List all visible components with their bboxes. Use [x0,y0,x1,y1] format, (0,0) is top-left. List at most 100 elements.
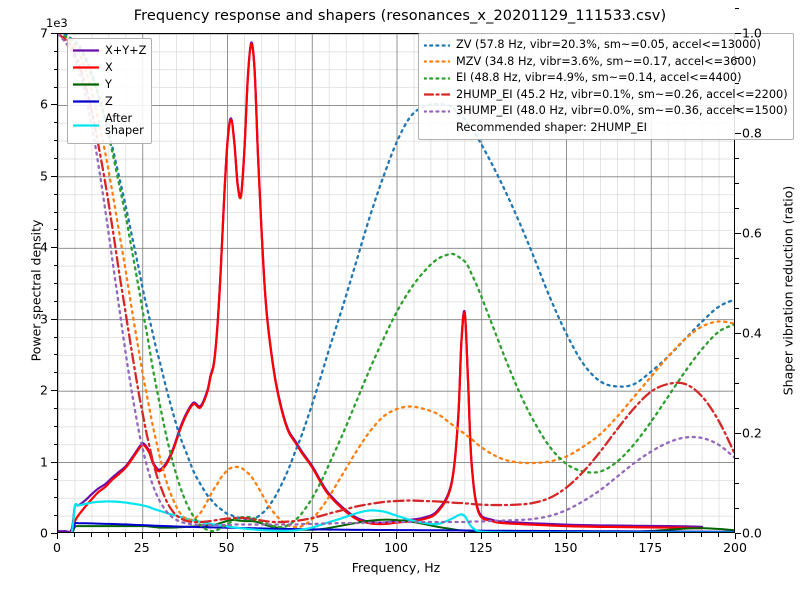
curve-zv [58,34,734,521]
x-tick-125: 125 [468,540,493,555]
y-tickmark-right [735,33,741,34]
legend-item-x[interactable]: X [73,59,146,76]
x-minor-tick [412,533,414,537]
y-minor-tick-left [53,515,57,517]
x-minor-tick [175,533,177,537]
legend-item-zv[interactable]: ZV (57.8 Hz, vibr=20.3%, sm~=0.05, accel… [424,37,788,54]
legend-item-y[interactable]: Y [73,76,146,93]
y-minor-tick-left [53,354,57,356]
legend-item-after-shaper[interactable]: After shaper [73,110,146,140]
x-tickmark [141,533,143,539]
x-tick-50: 50 [218,540,235,555]
x-tickmark [396,533,397,539]
y-tick-left-2: 2 [40,382,48,398]
y-minor-tick-left [53,86,57,88]
legend-item-2hump-ei[interactable]: 2HUMP_EI (45.2 Hz, vibr=0.1%, sm~=0.26, … [424,87,788,104]
x-minor-tick [667,533,669,537]
y-tickmark-left [51,104,57,106]
x-tickmark [650,533,652,539]
legend-item-label: ZV (57.8 Hz, vibr=20.3%, sm~=0.05, accel… [456,38,761,52]
legend-signals[interactable]: X+Y+Z X Y Z After shaper [67,38,153,144]
x-tick-75: 75 [303,540,320,555]
y-tick-right-0-0: 0.0 [742,525,762,541]
x-minor-tick [718,533,720,537]
legend-item-mzv[interactable]: MZV (34.8 Hz, vibr=3.6%, sm~=0.17, accel… [424,54,788,71]
legend-line-icon [73,96,99,107]
y-tick-left-4: 4 [40,239,48,255]
x-minor-tick [124,533,126,537]
y-minor-tick-left [53,122,57,124]
x-tick-175: 175 [638,540,663,555]
y-tick-left-1: 1 [40,454,48,470]
y-minor-tick-right [735,83,739,84]
x-minor-tick [582,533,584,537]
y-tick-left-3: 3 [40,311,48,327]
x-minor-tick [158,533,160,537]
x-axis-label: Frequency, Hz [351,560,441,575]
x-minor-tick [90,533,92,537]
x-tickmark [565,533,567,539]
y-minor-tick-left [53,265,57,267]
legend-item-label: Z [105,94,113,108]
legend-item-ei[interactable]: EI (48.8 Hz, vibr=4.9%, sm~=0.14, accel<… [424,70,788,87]
legend-item-label: After shaper [105,112,144,137]
y-minor-tick-right [735,208,739,209]
y-minor-tick-right [735,8,739,9]
legend-item-label: X [105,60,113,74]
y-tick-right-0-6: 0.6 [742,225,762,241]
y-minor-tick-right [735,258,739,259]
y-tick-left-7: 7 [40,25,48,41]
legend-shapers[interactable]: ZV (57.8 Hz, vibr=20.3%, sm~=0.05, accel… [418,33,794,140]
y-minor-tick-left [53,300,57,302]
curve-z [71,521,734,532]
legend-item-label: MZV (34.8 Hz, vibr=3.6%, sm~=0.17, accel… [456,54,757,68]
legend-line-icon [73,45,99,56]
x-minor-tick [294,533,296,537]
y-minor-tick-left [53,283,57,284]
y-minor-tick-left [53,193,57,195]
y-minor-tick-left [53,408,57,409]
x-minor-tick [701,533,703,537]
y-minor-tick-left [53,372,57,374]
x-minor-tick [328,533,330,537]
x-minor-tick [260,533,262,537]
x-tick-100: 100 [384,540,408,555]
legend-item-label: EI (48.8 Hz, vibr=4.9%, sm~=0.14, accel<… [456,71,742,85]
x-minor-tick [616,533,618,537]
y-tickmark-left [51,390,57,392]
x-minor-tick [463,533,465,537]
y-minor-tick-left [53,336,57,338]
y-minor-tick-right [735,483,739,484]
y-tickmark-left [51,247,57,249]
x-minor-tick [277,533,279,537]
x-tickmark [311,533,313,539]
x-minor-tick [599,533,601,537]
y-tick-right-0-4: 0.4 [742,325,762,341]
data-curves [58,34,734,532]
y-minor-tick-left [53,479,57,481]
y-minor-tick-left [53,443,57,445]
y-tick-right-1-0: 1.0 [742,25,762,41]
legend-item-label: Y [105,77,112,91]
legend-item-z[interactable]: Z [73,93,146,110]
legend-line-icon [424,56,450,67]
legend-line-icon [424,106,450,117]
curve-after [70,500,734,532]
y-minor-tick-left [53,229,57,231]
legend-item-x-y-z[interactable]: X+Y+Z [73,42,146,59]
y-minor-tick-right [735,358,739,359]
legend-item-3hump-ei[interactable]: 3HUMP_EI (48.0 Hz, vibr=0.0%, sm~=0.36, … [424,103,788,120]
curve-mzv [58,34,734,529]
y-minor-tick-right [735,308,739,309]
x-minor-tick [243,533,245,537]
x-tick-0: 0 [53,540,61,555]
y-tickmark-right [735,133,741,134]
y-tickmark-left [51,533,57,534]
legend-item-label: 2HUMP_EI (45.2 Hz, vibr=0.1%, sm~=0.26, … [456,87,788,101]
legend-line-icon [424,73,450,84]
y-tickmark-left [51,33,57,34]
y-tickmark-left [51,318,57,320]
y-tickmark-left [51,175,57,177]
x-minor-tick [192,533,194,537]
